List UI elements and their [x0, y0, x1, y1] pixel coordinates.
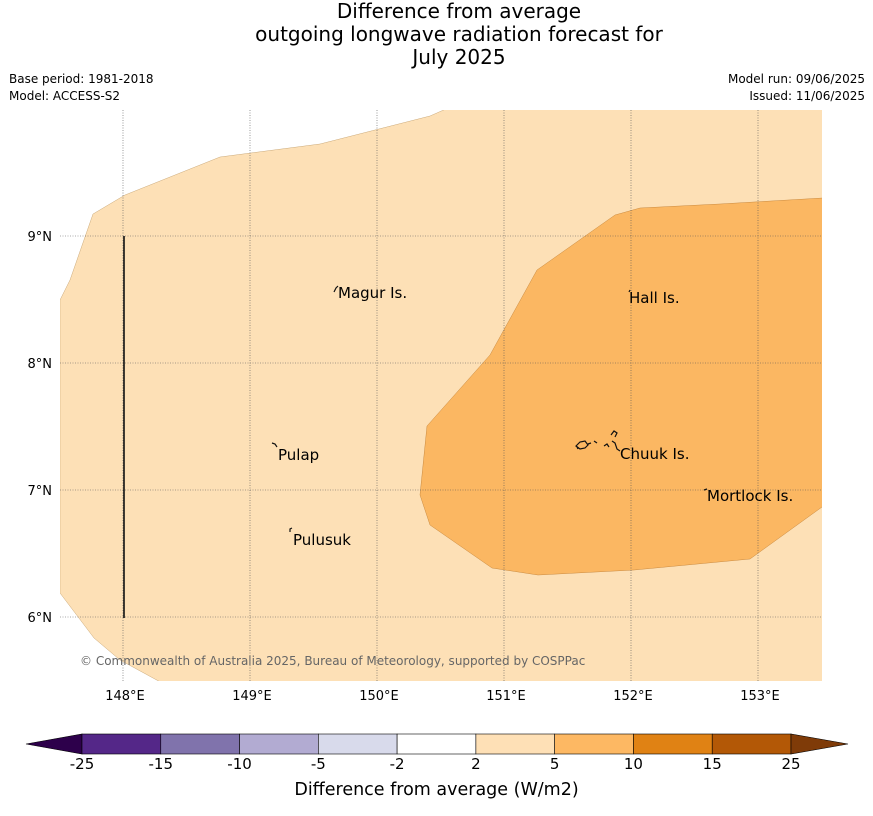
- colorbar-tick-label: 15: [702, 755, 722, 773]
- colorbar-tick-label: -15: [148, 755, 174, 773]
- graticule: [60, 110, 822, 681]
- place-label-magur: Magur Is.: [338, 284, 407, 302]
- colorbar-segment: [475, 733, 555, 755]
- place-label-pulap: Pulap: [278, 446, 319, 464]
- colorbar-segment: [81, 733, 162, 755]
- lat-label-8n: 8°N: [28, 357, 53, 372]
- lon-label-152e: 152°E: [613, 689, 653, 704]
- colorbar-tick-label: -10: [227, 755, 252, 773]
- mortlock-island: [703, 488, 708, 491]
- colorbar-tick-label: 5: [549, 755, 560, 773]
- lon-label-151e: 151°E: [486, 689, 526, 704]
- meta-left: Base period: 1981-2018 Model: ACCESS-S2: [9, 71, 154, 105]
- colorbar-tick-label: 10: [623, 755, 643, 773]
- colorbar-segment: [239, 733, 319, 755]
- place-label-pulusuk: Pulusuk: [293, 531, 351, 549]
- colorbar-extend-high: [790, 733, 849, 755]
- colorbar-tick-label: -5: [310, 755, 326, 773]
- colorbar-segment: [396, 733, 477, 755]
- colorbar-segment: [554, 733, 634, 755]
- title-line-3: July 2025: [412, 45, 506, 69]
- colorbar-segment: [160, 733, 240, 755]
- colorbar-segment: [633, 733, 713, 755]
- copyright-notice: © Commonwealth of Australia 2025, Bureau…: [80, 654, 585, 668]
- lon-label-148e: 148°E: [105, 689, 145, 704]
- colorbar-segment: [318, 733, 398, 755]
- lon-label-150e: 150°E: [359, 689, 399, 704]
- lon-label-149e: 149°E: [232, 689, 272, 704]
- colorbar-tick-label: -25: [69, 755, 95, 773]
- place-label-chuuk: Chuuk Is.: [620, 445, 689, 463]
- colorbar-segment: [711, 733, 792, 755]
- colorbar-tick-label: -2: [389, 755, 405, 773]
- chuuk-lagoon: [575, 430, 621, 452]
- base-period: Base period: 1981-2018: [9, 72, 154, 86]
- meta-right: Model run: 09/06/2025 Issued: 11/06/2025: [728, 71, 865, 105]
- colorbar-tick-label: 25: [781, 755, 801, 773]
- chart-title: Difference from average outgoing longwav…: [0, 0, 873, 69]
- lat-label-6n: 6°N: [28, 611, 53, 626]
- colorbar-extend-low: [25, 733, 83, 755]
- magur-island: [333, 285, 339, 293]
- title-line-2: outgoing longwave radiation forecast for: [255, 22, 663, 46]
- anomaly-region-5-10: [419, 197, 822, 576]
- colorbar-label: Difference from average (W/m2): [294, 780, 579, 800]
- pulusuk-island: [289, 527, 293, 532]
- lat-label-9n: 9°N: [28, 230, 53, 245]
- map-panel: Magur Is. Hall Is. Pulap Chuuk Is. Mortl…: [28, 110, 822, 704]
- lon-label-153e: 153°E: [740, 689, 780, 704]
- issued-date: Issued: 11/06/2025: [749, 89, 865, 103]
- lat-label-7n: 7°N: [28, 484, 53, 499]
- place-label-hall: Hall Is.: [629, 289, 680, 307]
- hall-island: [628, 289, 631, 293]
- title-line-1: Difference from average: [336, 0, 582, 23]
- colorbar-tick-label: 2: [471, 755, 481, 773]
- place-label-mortlock: Mortlock Is.: [707, 487, 793, 505]
- pulap-island: [271, 442, 278, 448]
- islands: [271, 285, 708, 532]
- model-name: Model: ACCESS-S2: [9, 89, 121, 103]
- model-run: Model run: 09/06/2025: [727, 72, 865, 86]
